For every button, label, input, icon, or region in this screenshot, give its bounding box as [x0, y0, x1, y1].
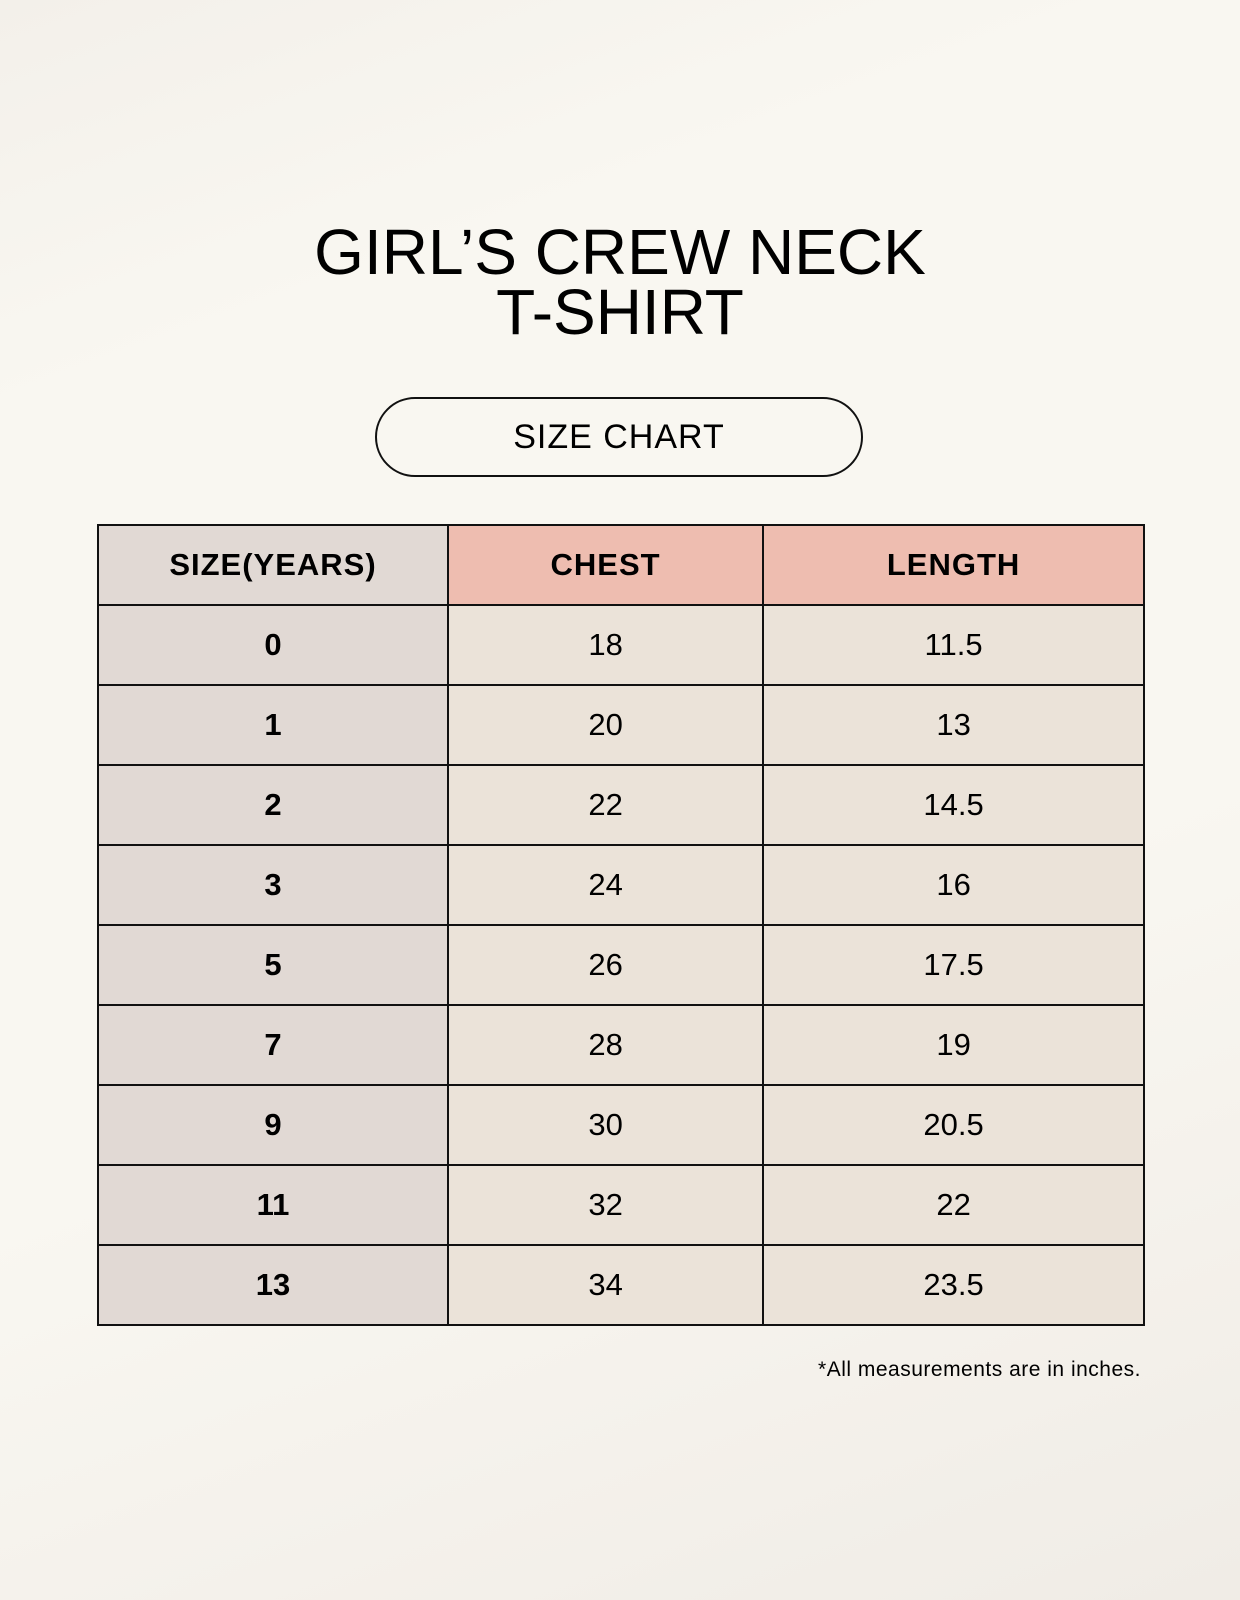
cell-chest: 18 [446, 604, 765, 686]
cell-length: 11.5 [762, 604, 1145, 686]
cell-size: 3 [97, 844, 449, 926]
cell-length: 16 [762, 844, 1145, 926]
size-chart-label: SIZE CHART [375, 397, 863, 477]
cell-size: 13 [97, 1244, 449, 1326]
header-chest: CHEST [446, 524, 765, 606]
table-row: 9 30 20.5 [97, 1084, 1145, 1166]
header-size: SIZE(YEARS) [97, 524, 449, 606]
cell-size: 2 [97, 764, 449, 846]
table-row: 11 32 22 [97, 1164, 1145, 1246]
table-row: 1 20 13 [97, 684, 1145, 766]
cell-length: 23.5 [762, 1244, 1145, 1326]
cell-chest: 28 [446, 1004, 765, 1086]
table-row: 2 22 14.5 [97, 764, 1145, 846]
header-length: LENGTH [762, 524, 1145, 606]
table-row: 3 24 16 [97, 844, 1145, 926]
cell-size: 1 [97, 684, 449, 766]
title-line-1: GIRL’S CREW NECK [314, 216, 926, 288]
cell-chest: 32 [446, 1164, 765, 1246]
size-table: SIZE(YEARS) CHEST LENGTH 0 18 11.5 1 20 13 2 22… [97, 524, 1145, 1326]
cell-length: 13 [762, 684, 1145, 766]
cell-length: 14.5 [762, 764, 1145, 846]
cell-length: 22 [762, 1164, 1145, 1246]
cell-chest: 26 [446, 924, 765, 1006]
table-row: 13 34 23.5 [97, 1244, 1145, 1326]
cell-length: 20.5 [762, 1084, 1145, 1166]
cell-size: 0 [97, 604, 449, 686]
table-header-row: SIZE(YEARS) CHEST LENGTH [97, 524, 1145, 606]
cell-size: 9 [97, 1084, 449, 1166]
table-row: 7 28 19 [97, 1004, 1145, 1086]
page-title: GIRL’S CREW NECK T-SHIRT [0, 216, 1240, 348]
cell-length: 19 [762, 1004, 1145, 1086]
table-row: 5 26 17.5 [97, 924, 1145, 1006]
footnote: *All measurements are in inches. [818, 1358, 1141, 1381]
cell-chest: 30 [446, 1084, 765, 1166]
cell-size: 5 [97, 924, 449, 1006]
cell-chest: 22 [446, 764, 765, 846]
cell-chest: 20 [446, 684, 765, 766]
cell-size: 11 [97, 1164, 449, 1246]
cell-size: 7 [97, 1004, 449, 1086]
cell-length: 17.5 [762, 924, 1145, 1006]
table-row: 0 18 11.5 [97, 604, 1145, 686]
title-line-2: T-SHIRT [496, 276, 744, 348]
cell-chest: 24 [446, 844, 765, 926]
cell-chest: 34 [446, 1244, 765, 1326]
